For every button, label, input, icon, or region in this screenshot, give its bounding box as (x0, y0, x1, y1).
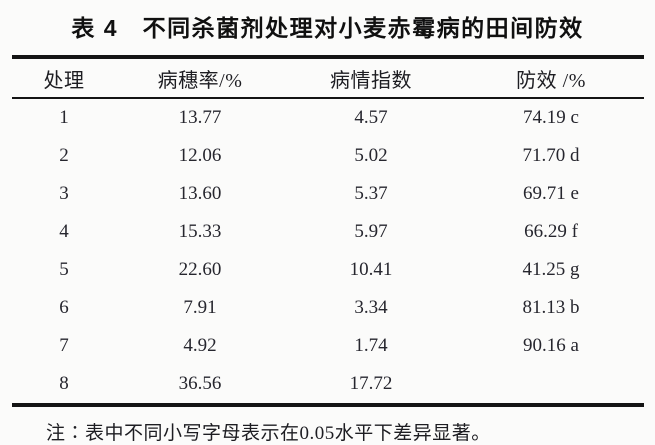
disease-index-cell: 1.74 (354, 335, 388, 356)
table-row: 7 4.92 1.74 90.16 a (12, 327, 644, 365)
treatment-cell: 3 (59, 183, 69, 204)
treatment-cell: 7 (59, 335, 69, 356)
control-efficacy-cell: 69.71 e (523, 183, 579, 204)
treatment-cell: 1 (59, 107, 69, 128)
diseased-spike-rate-cell: 13.60 (178, 183, 222, 204)
diseased-spike-rate-cell: 7.91 (183, 297, 217, 318)
table-row: 2 12.06 5.02 71.70 d (12, 137, 644, 175)
diseased-spike-rate-cell: 4.92 (183, 335, 217, 356)
disease-index-cell: 10.41 (349, 259, 393, 280)
disease-index-cell: 3.34 (354, 297, 388, 318)
diseased-spike-rate-cell: 12.06 (178, 145, 222, 166)
table-title: 表 4 不同杀菌剂处理对小麦赤霉病的田间防效 (71, 15, 584, 41)
disease-index-cell: 4.57 (354, 107, 388, 128)
table-row: 6 7.91 3.34 81.13 b (12, 289, 644, 327)
treatment-cell: 4 (59, 221, 69, 242)
table-row: 5 22.60 10.41 41.25 g (12, 251, 644, 289)
table-footnote: 注∶表中不同小写字母表示在0.05水平下差异显著。 (46, 423, 491, 444)
table-body: 1 13.77 4.57 74.19 c 2 12.06 5.02 71.70 d 3 13.60… (12, 98, 644, 405)
header-diseased-spike-rate: 病穗率/% (116, 57, 284, 99)
treatment-cell: 5 (59, 259, 69, 280)
control-efficacy-cell: 71.70 d (522, 145, 580, 166)
header-treatment: 处理 (11, 57, 117, 99)
diseased-spike-rate-cell: 22.60 (178, 259, 222, 280)
table-row: 3 13.60 5.37 69.71 e (12, 175, 644, 213)
table-row: 1 13.77 4.57 74.19 c (12, 98, 644, 137)
disease-index-cell: 5.02 (354, 145, 388, 166)
control-efficacy-cell: 90.16 a (523, 335, 579, 356)
diseased-spike-rate-cell: 13.77 (178, 107, 222, 128)
disease-index-cell: 5.37 (354, 183, 388, 204)
treatment-cell: 6 (59, 297, 69, 318)
control-efficacy-cell: 41.25 g (522, 259, 580, 280)
table-row: 4 15.33 5.97 66.29 f (12, 213, 644, 251)
disease-index-cell: 5.97 (354, 221, 388, 242)
header-row: 处理 病穗率/% 病情指数 防效 /% (11, 57, 644, 99)
diseased-spike-rate-cell: 15.33 (178, 221, 222, 242)
treatment-cell: 2 (59, 145, 69, 166)
control-efficacy-cell: 66.29 f (524, 221, 578, 242)
disease-index-cell: 17.72 (349, 373, 393, 394)
diseased-spike-rate-cell: 36.56 (178, 373, 222, 394)
header-control-efficacy: 防效 /% (458, 57, 644, 99)
control-efficacy-cell: 74.19 c (523, 107, 579, 128)
document-page: 表 4 不同杀菌剂处理对小麦赤霉病的田间防效 处理 病穗率/% 病情指数 防效 … (11, 15, 644, 444)
treatment-cell: 8 (59, 373, 69, 394)
data-table: 处理 病穗率/% 病情指数 防效 /% 1 13.77 4.57 74.19 c 2 12… (11, 55, 644, 407)
header-disease-index: 病情指数 (283, 57, 459, 99)
control-efficacy-cell: 81.13 b (522, 297, 580, 318)
table-header: 处理 病穗率/% 病情指数 防效 /% (11, 57, 644, 99)
control-efficacy-cell (459, 365, 644, 405)
table-row: 8 36.56 17.72 (12, 365, 644, 405)
